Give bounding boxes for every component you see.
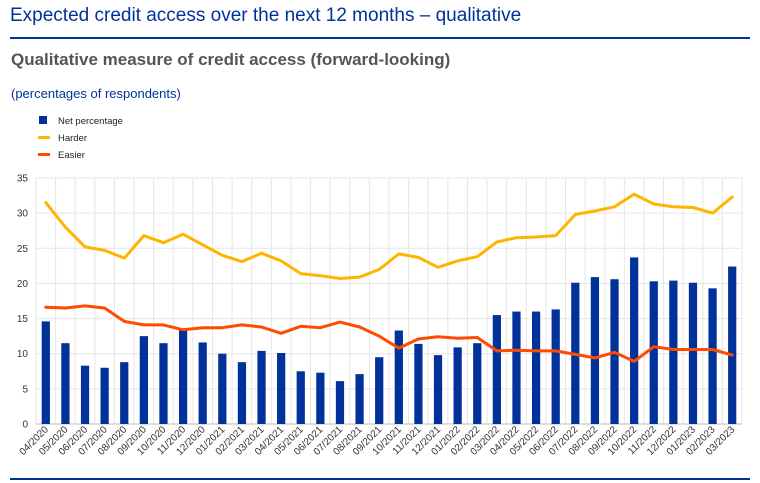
net-bar [316, 372, 325, 424]
net-bar [414, 343, 423, 424]
net-bar [237, 362, 247, 424]
net-bar [649, 281, 658, 424]
net-bar [61, 343, 70, 424]
chart-gridlines [35, 177, 743, 425]
y-tick-label: 15 [17, 314, 29, 325]
title-divider [10, 37, 750, 39]
y-tick-label: 20 [17, 279, 29, 290]
net-bar [355, 374, 364, 424]
net-bar [277, 353, 286, 424]
line-series [44, 192, 734, 363]
net-bar [551, 309, 560, 424]
net-bar [492, 315, 501, 424]
y-tick-label: 10 [17, 349, 29, 360]
net-bar [257, 350, 266, 424]
net-bar [531, 311, 541, 424]
net-bar [296, 371, 305, 424]
net-bar [394, 330, 403, 424]
net-bar [473, 343, 482, 424]
net-bar [335, 381, 345, 424]
legend-label-net: Net percentage [58, 116, 123, 127]
net-bar [433, 355, 443, 424]
legend-swatch-net [39, 116, 47, 124]
net-bar [120, 362, 129, 424]
net-bar [669, 280, 678, 424]
footer-divider [10, 478, 750, 480]
net-bar [590, 277, 600, 424]
legend-swatch-easier [38, 153, 50, 156]
net-bar [41, 321, 50, 424]
legend-label-harder: Harder [58, 133, 87, 144]
net-bar [80, 365, 90, 424]
net-bar [688, 282, 698, 424]
legend-label-easier: Easier [58, 150, 85, 161]
page-title: Expected credit access over the next 12 … [10, 5, 522, 26]
net-bar [375, 357, 384, 424]
easier-line [44, 304, 734, 363]
y-tick-label: 25 [17, 244, 29, 255]
net-bar [708, 288, 717, 424]
chart-subtitle: Qualitative measure of credit access (fo… [11, 50, 451, 69]
net-bar [100, 367, 109, 424]
net-bar [453, 347, 462, 424]
harder-line [44, 192, 734, 280]
legend-swatch-harder [38, 136, 50, 139]
net-bar [512, 311, 521, 424]
y-tick-label: 30 [17, 209, 29, 220]
chart-legend: Net percentage Harder Easier [38, 116, 123, 161]
x-axis-ticks: 04/202005/202006/202007/202008/202009/20… [18, 424, 738, 458]
y-tick-label: 0 [22, 420, 28, 431]
net-bar [159, 343, 168, 424]
net-bar [198, 342, 207, 424]
y-tick-label: 35 [17, 174, 29, 185]
y-axis-ticks: 0 5 10 15 20 25 30 35 [17, 174, 29, 431]
net-bar [139, 336, 148, 424]
net-bar [218, 353, 227, 424]
y-tick-label: 5 [22, 384, 28, 395]
net-bar [630, 257, 639, 424]
net-bar [178, 328, 188, 424]
net-bar [728, 266, 737, 424]
chart-units-label: (percentages of respondents) [11, 86, 181, 101]
